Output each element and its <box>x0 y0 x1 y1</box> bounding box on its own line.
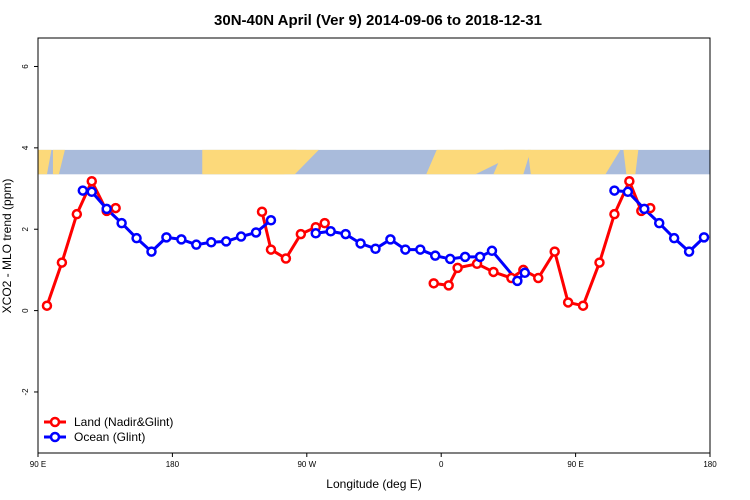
x-tick-label: 180 <box>166 460 180 469</box>
land-point <box>488 266 499 278</box>
land-series-line <box>45 179 117 307</box>
ocean-legend-marker <box>49 431 61 443</box>
land-point <box>624 175 635 187</box>
series-lines <box>45 179 706 308</box>
plot-frame <box>37 37 711 454</box>
land-point <box>577 300 589 311</box>
ocean-point <box>220 236 232 247</box>
ocean-series-line <box>82 189 272 254</box>
land-point <box>86 175 98 187</box>
ocean-point <box>161 232 172 243</box>
land-point <box>265 244 277 255</box>
x-tick-label: 90 W <box>297 460 316 469</box>
ocean-point <box>77 185 89 196</box>
x-tick-label: 0 <box>439 460 444 469</box>
ocean-legend-label: Ocean (Glint) <box>74 430 145 444</box>
land-point <box>71 208 83 220</box>
ocean-point <box>668 232 680 244</box>
y-tick-label: 2 <box>21 226 30 231</box>
ocean-point <box>639 203 650 215</box>
land-series-line <box>433 179 651 308</box>
land-legend-label: Land (Nadir&Glint) <box>74 415 173 429</box>
ocean-point <box>698 232 710 243</box>
world-map-band <box>38 149 710 175</box>
x-axis: 90 E 180 90 W 0 90 E 180 <box>30 453 717 469</box>
ocean-point <box>622 186 634 198</box>
ocean-point <box>205 236 217 248</box>
ocean-point <box>370 243 381 255</box>
y-tick-label: 6 <box>21 64 30 69</box>
ocean-point <box>653 217 665 229</box>
land-point <box>443 280 454 291</box>
y-tick-label: 4 <box>21 145 30 150</box>
ocean-point <box>415 244 426 255</box>
ocean-point <box>459 251 471 263</box>
map-land-4 <box>426 149 525 175</box>
map-land-0 <box>38 149 52 175</box>
map-land-6 <box>527 149 621 175</box>
y-axis: -2 0 2 4 6 <box>21 64 38 396</box>
land-legend-marker <box>49 416 61 428</box>
ocean-point <box>176 234 187 245</box>
land-point <box>562 297 574 308</box>
x-tick-label: 90 E <box>567 460 583 469</box>
legend: Land (Nadir&Glint)Ocean (Glint) <box>44 415 173 444</box>
ocean-point <box>146 246 157 257</box>
y-tick-label: 0 <box>21 308 30 313</box>
ocean-point <box>355 238 366 249</box>
land-point <box>319 217 330 229</box>
land-point <box>549 246 560 257</box>
x-tick-label: 180 <box>703 460 717 469</box>
ocean-point <box>235 231 247 242</box>
ocean-point <box>400 244 411 255</box>
map-land-3 <box>262 149 319 175</box>
ocean-point <box>444 253 456 265</box>
chart-title: 30N-40N April (Ver 9) 2014-09-06 to 2018… <box>214 12 542 29</box>
series-points <box>41 175 710 311</box>
ocean-point <box>131 232 142 244</box>
map-land-7 <box>623 149 639 175</box>
y-axis-title: XCO2 - MLO trend (ppm) <box>0 179 14 314</box>
ocean-point <box>683 246 695 257</box>
ocean-point <box>86 186 98 198</box>
map-land-5 <box>493 149 531 175</box>
ocean-point <box>512 275 523 287</box>
x-axis-title: Longitude (deg E) <box>326 477 421 491</box>
land-point <box>256 206 268 217</box>
ocean-point <box>385 234 396 245</box>
ocean-point <box>265 215 277 226</box>
land-point <box>609 208 620 220</box>
land-point <box>533 272 544 284</box>
ocean-point <box>429 250 441 261</box>
land-point <box>428 278 439 289</box>
land-point <box>295 228 307 240</box>
y-tick-label: -2 <box>21 388 30 396</box>
ocean-point <box>310 228 322 239</box>
land-point <box>280 253 292 264</box>
land-point <box>110 202 121 214</box>
ocean-point <box>101 203 112 215</box>
ocean-point <box>250 227 262 238</box>
ocean-point <box>340 228 351 240</box>
ocean-point <box>325 226 336 237</box>
ocean-point <box>519 267 531 279</box>
ocean-point <box>486 245 498 257</box>
land-point <box>594 257 605 268</box>
ocean-point <box>609 185 620 196</box>
land-point <box>41 300 53 311</box>
ocean-point <box>191 239 202 250</box>
ocean-point <box>116 217 127 229</box>
map-land-1 <box>52 149 65 175</box>
ocean-point <box>474 251 486 263</box>
land-point <box>56 257 68 268</box>
x-tick-label: 90 E <box>30 460 46 469</box>
land-point <box>452 262 463 274</box>
